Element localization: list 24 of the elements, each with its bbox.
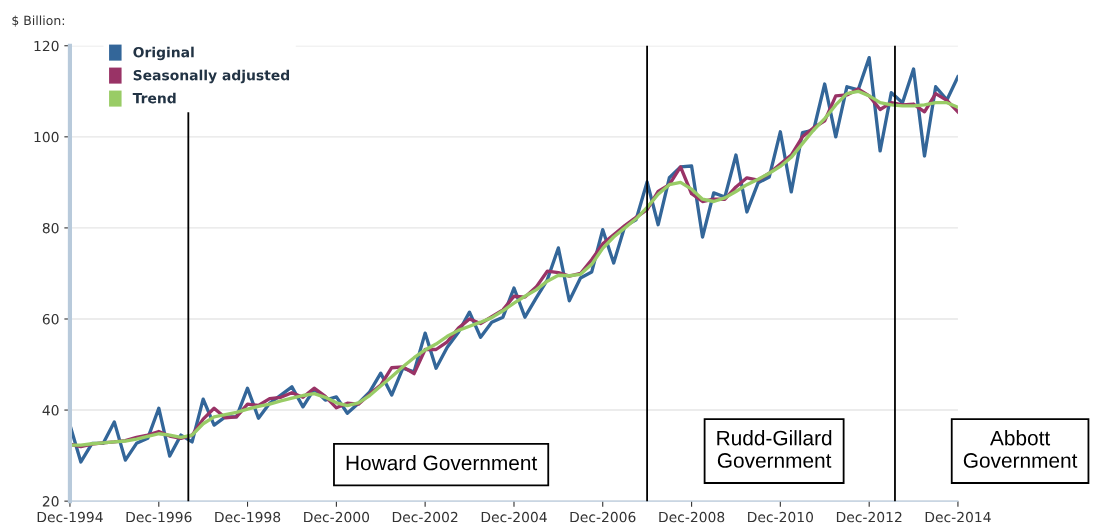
annotation: Rudd-Gillard Government — [717, 430, 832, 468]
x-tick-label: Dec-1998 — [215, 511, 281, 523]
y-tick-label: 40 — [42, 405, 59, 416]
x-tick-label: Dec-2008 — [659, 511, 725, 523]
x-tick-label: Dec-2006 — [570, 511, 636, 523]
x-tick-label: Dec-2012 — [836, 511, 902, 523]
x-tick-label: Dec-2004 — [481, 511, 547, 523]
text: Abbott Government — [963, 430, 1078, 468]
y-tick-label: 80 — [42, 222, 59, 234]
x-tick-label: Dec-2010 — [748, 511, 814, 523]
x-tick-label: Dec-2014 — [925, 511, 991, 523]
legend-label: Seasonally adjusted — [133, 69, 290, 84]
legend-label: Trend — [132, 92, 176, 104]
annotation: Howard Government — [346, 455, 538, 471]
x-tick-label: Dec-1994 — [37, 511, 103, 523]
x-tick-label: Dec-2002 — [392, 511, 458, 523]
x-tick-label: Dec-1996 — [126, 511, 192, 523]
legend-label: Original — [133, 46, 194, 61]
y-axis-title: $ Billion: — [12, 15, 65, 27]
y-tick-label: 60 — [42, 313, 59, 325]
y-tick-label: 120 — [34, 40, 59, 52]
y-tick-label: 100 — [34, 131, 59, 143]
y-tick-label: 20 — [42, 496, 59, 507]
x-tick-label: Dec-2000 — [304, 511, 370, 523]
